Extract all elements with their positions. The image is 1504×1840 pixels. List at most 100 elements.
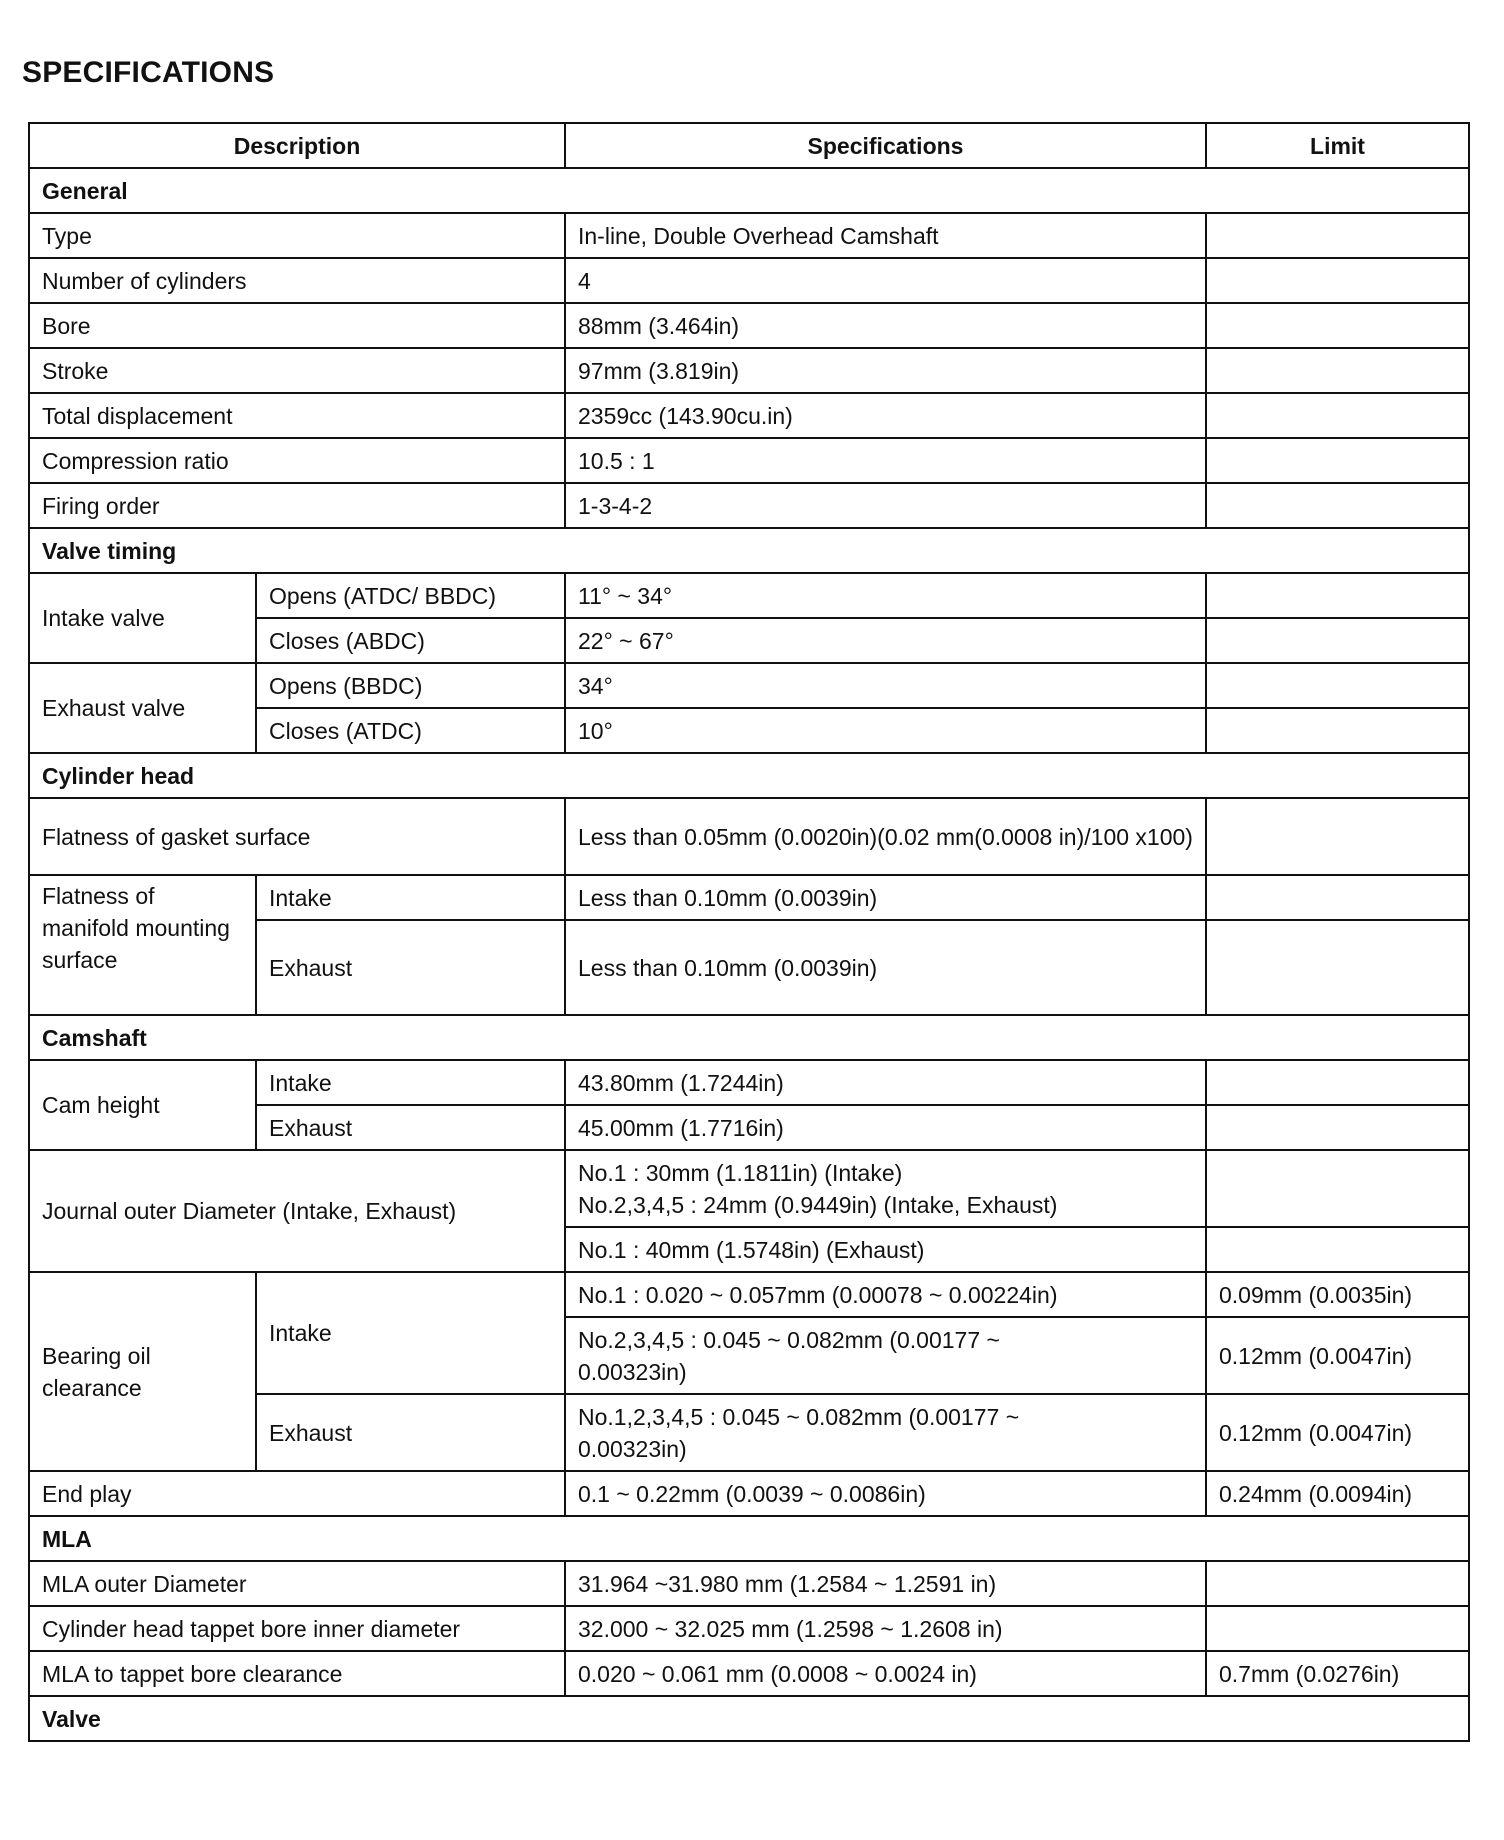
section-valve: Valve [28,1695,1470,1742]
spec-cell: In-line, Double Overhead Camshaft [564,212,1207,259]
table-row: Closes (ABDC) 22° ~ 67° [29,617,1470,664]
sub-cell: Intake [255,1271,566,1395]
limit-cell [1205,347,1470,394]
limit-cell [1205,797,1470,876]
spec-cell: 97mm (3.819in) [564,347,1207,394]
section-valve-timing: Valve timing [28,527,1470,574]
limit-cell: 0.09mm (0.0035in) [1205,1271,1470,1318]
limit-cell [1205,1605,1470,1652]
desc-cell: Cylinder head tappet bore inner diameter [28,1605,566,1652]
table-row: Journal outer Diameter (Intake, Exhaust)… [28,1149,1470,1273]
spec-cell: No.1,2,3,4,5 : 0.045 ~ 0.082mm (0.00177 … [564,1393,1207,1472]
section-row: Valve timing [28,527,1470,574]
spec-cell: 1-3-4-2 [564,482,1207,529]
limit-cell [1205,257,1470,304]
table-row: Cylinder head tappet bore inner diameter… [28,1605,1470,1652]
header-limit: Limit [1205,122,1470,169]
table-row: Firing order 1-3-4-2 [28,482,1470,529]
spec-cell: No.1 : 30mm (1.1811in) (Intake) No.2,3,4,… [564,1149,1207,1228]
desc-cell: Number of cylinders [28,257,566,304]
limit-cell [1205,437,1470,484]
section-row: MLA [28,1515,1470,1562]
table-row: No.1 : 40mm (1.5748in) (Exhaust) [29,1226,1470,1273]
desc-cell: Stroke [28,347,566,394]
desc-cell: Journal outer Diameter (Intake, Exhaust) [28,1149,566,1273]
limit-cell: 0.12mm (0.0047in) [1205,1393,1470,1472]
table-row: MLA outer Diameter 31.964 ~31.980 mm (1.2… [28,1560,1470,1607]
sub-cell: Intake [255,874,566,921]
sub-cell: Intake [255,1059,566,1106]
table-row: Bore 88mm (3.464in) [28,302,1470,349]
spec-cell: 10.5 : 1 [564,437,1207,484]
table-row: Exhaust Less than 0.10mm (0.0039in) [29,919,1470,1016]
table-row: Type In-line, Double Overhead Camshaft [28,212,1470,259]
desc-cell: Exhaust valve [28,662,257,754]
table-row: Total displacement 2359cc (143.90cu.in) [28,392,1470,439]
header-specifications: Specifications [564,122,1207,169]
section-row: Camshaft [28,1014,1470,1061]
table-row: Compression ratio 10.5 : 1 [28,437,1470,484]
header-description: Description [28,122,566,169]
limit-cell [1205,1149,1470,1228]
desc-cell: Bearing oil clearance [28,1271,257,1472]
section-row: Cylinder head [28,752,1470,799]
spec-cell: Less than 0.05mm (0.0020in)(0.02 mm(0.00… [564,797,1207,876]
limit-cell [1205,392,1470,439]
spec-cell: No.2,3,4,5 : 0.045 ~ 0.082mm (0.00177 ~ … [564,1316,1207,1395]
spec-cell: 22° ~ 67° [564,617,1207,664]
limit-cell: 0.12mm (0.0047in) [1205,1316,1470,1395]
limit-cell [1205,1560,1470,1607]
table-row: Stroke 97mm (3.819in) [28,347,1470,394]
desc-cell: Cam height [28,1059,257,1151]
table-row: Exhaust valve Opens (BBDC) 34° [28,662,1470,754]
section-cylinder-head: Cylinder head [28,752,1470,799]
limit-cell [1205,617,1470,664]
desc-cell: Type [28,212,566,259]
table-row: End play 0.1 ~ 0.22mm (0.0039 ~ 0.0086in)… [28,1470,1470,1517]
limit-cell [1205,1059,1470,1106]
sub-cell: Opens (ATDC/ BBDC) [255,572,566,619]
spec-cell: 32.000 ~ 32.025 mm (1.2598 ~ 1.2608 in) [564,1605,1207,1652]
table-row: Number of cylinders 4 [28,257,1470,304]
page-title: SPECIFICATIONS [22,56,275,89]
spec-cell: 0.1 ~ 0.22mm (0.0039 ~ 0.0086in) [564,1470,1207,1517]
sub-cell: Exhaust [255,1104,566,1151]
table-row: Flatness of gasket surface Less than 0.05… [28,797,1470,876]
spec-cell: No.1 : 0.020 ~ 0.057mm (0.00078 ~ 0.0022… [564,1271,1207,1318]
spec-cell: 4 [564,257,1207,304]
desc-cell: Bore [28,302,566,349]
spec-cell: Less than 0.10mm (0.0039in) [564,874,1207,921]
spec-cell: 11° ~ 34° [564,572,1207,619]
section-row: General [28,167,1470,214]
spec-cell: 2359cc (143.90cu.in) [564,392,1207,439]
desc-cell: Flatness of manifold mounting surface [28,874,257,1016]
spec-cell: 31.964 ~31.980 mm (1.2584 ~ 1.2591 in) [564,1560,1207,1607]
table-header: Description Specifications Limit [28,122,1470,169]
spec-cell: 34° [564,662,1207,709]
section-mla: MLA [28,1515,1470,1562]
table-row: Exhaust 45.00mm (1.7716in) [29,1104,1470,1151]
limit-cell [1205,482,1470,529]
spec-line: No.1 : 30mm (1.1811in) (Intake) [578,1159,903,1186]
table-row: MLA to tappet bore clearance 0.020 ~ 0.06… [28,1650,1470,1697]
spec-cell: 45.00mm (1.7716in) [564,1104,1207,1151]
desc-cell: Flatness of gasket surface [28,797,566,876]
table-row: Cam height Intake 43.80mm (1.7244in) [28,1059,1470,1151]
table-row: Closes (ATDC) 10° [29,707,1470,754]
limit-cell [1205,662,1470,709]
limit-cell: 0.7mm (0.0276in) [1205,1650,1470,1697]
limit-cell [1205,1104,1470,1151]
spec-cell: Less than 0.10mm (0.0039in) [564,919,1207,1016]
sub-cell: Closes (ATDC) [255,707,566,754]
limit-cell [1205,919,1470,1016]
desc-cell: Total displacement [28,392,566,439]
desc-cell: End play [28,1470,566,1517]
limit-cell: 0.24mm (0.0094in) [1205,1470,1470,1517]
desc-cell: MLA outer Diameter [28,1560,566,1607]
limit-cell [1205,212,1470,259]
section-general: General [28,167,1470,214]
spec-cell: 88mm (3.464in) [564,302,1207,349]
limit-cell [1205,707,1470,754]
desc-cell: Compression ratio [28,437,566,484]
spec-line: No.2,3,4,5 : 24mm (0.9449in) (Intake, Ex… [578,1191,1058,1218]
